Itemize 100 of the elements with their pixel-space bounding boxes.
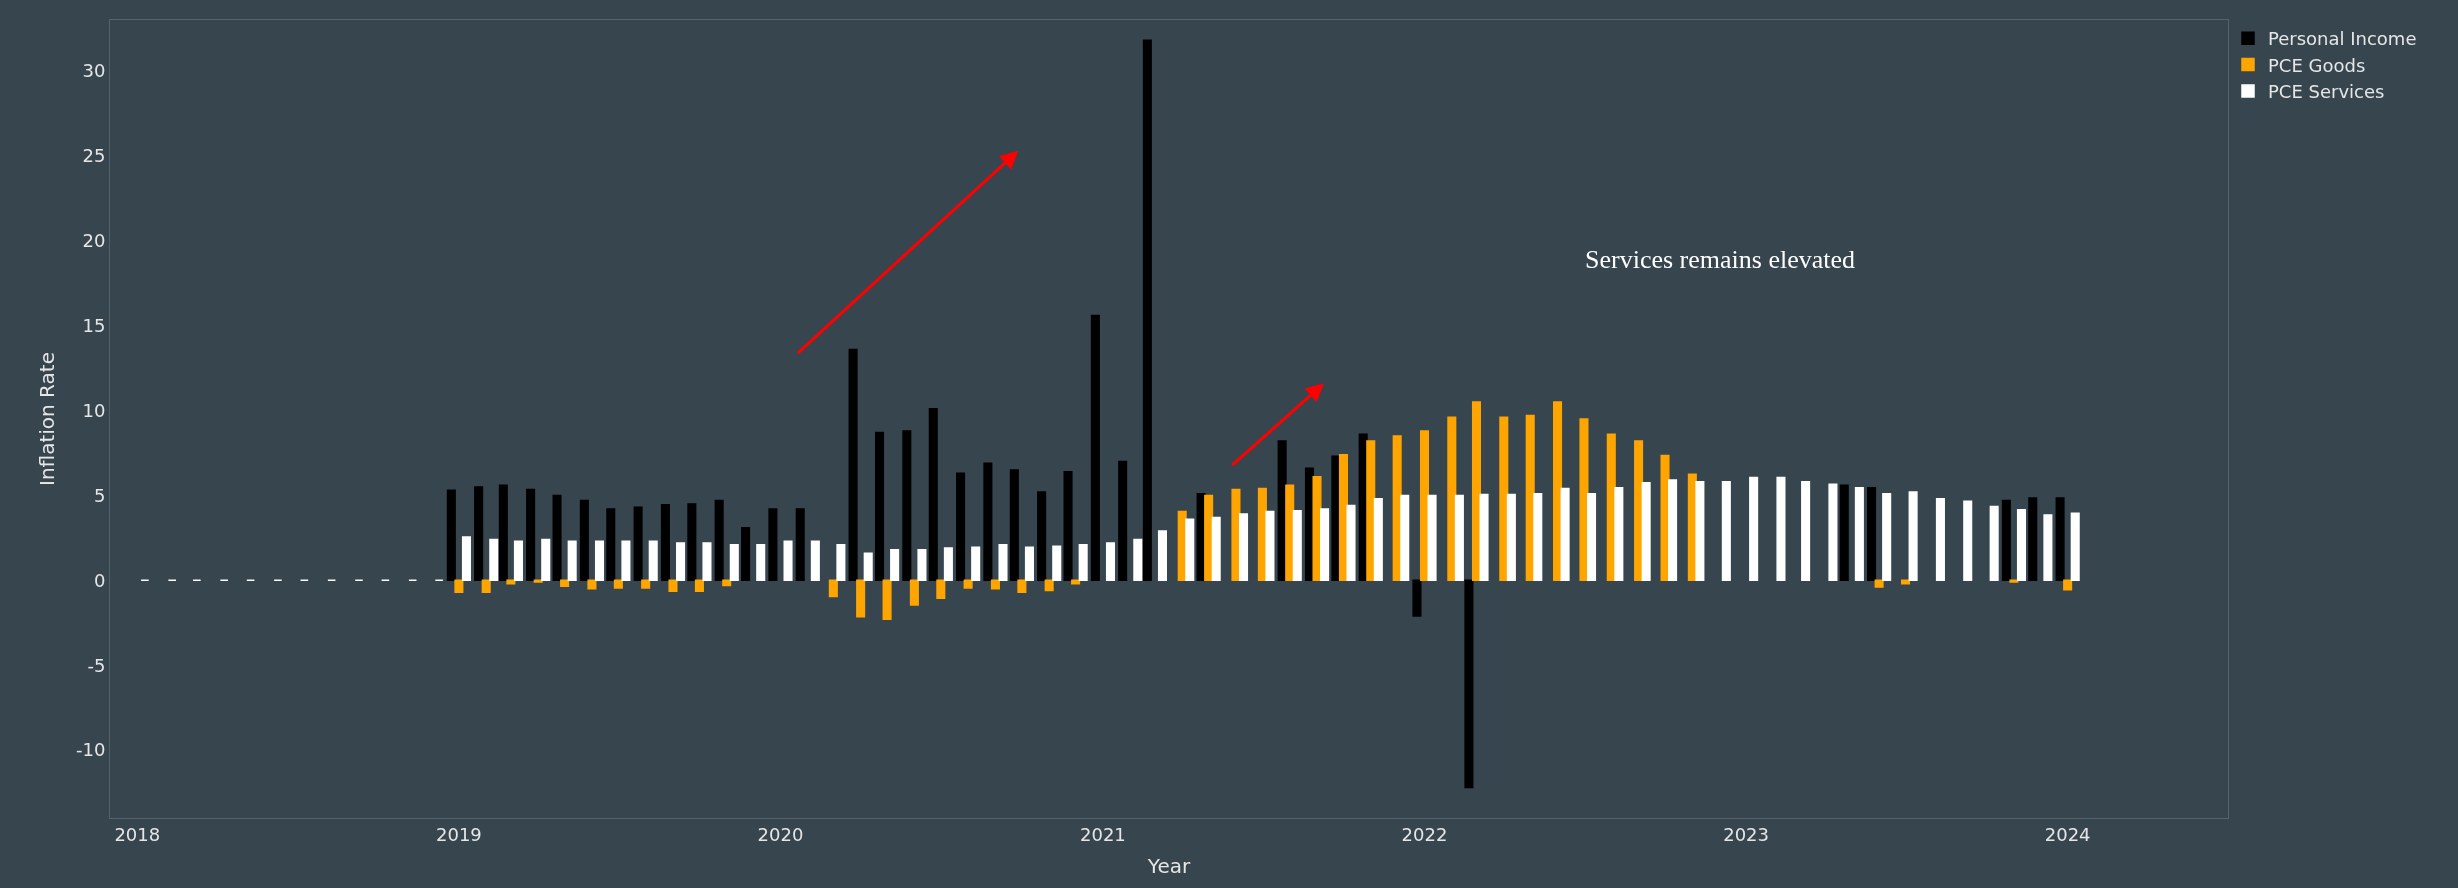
bar [1238,513,1249,582]
bar [714,499,724,582]
bar [1560,487,1570,582]
bar [1854,487,1864,582]
bar [1721,481,1731,582]
bar [963,579,973,589]
bar [1231,488,1241,582]
bar [1157,530,1167,582]
bar [990,579,1000,590]
bar [1024,546,1034,582]
bar [668,579,678,593]
bar [560,579,570,587]
bar [1587,492,1597,582]
bar [1935,498,1945,582]
bar [1614,487,1624,582]
bar [1867,487,1877,582]
bar [579,499,589,582]
x-tick-label: 2023 [1723,823,1769,845]
bar [1641,481,1651,582]
bar [606,508,616,582]
bar [741,526,751,582]
x-tick-label: 2019 [435,823,482,845]
bar [513,540,523,582]
bar [729,543,739,582]
bar [917,548,927,582]
bar [621,540,631,582]
bar [1660,454,1670,582]
bar [641,579,651,589]
bar [1634,440,1644,582]
bar [454,579,464,593]
bar [874,431,885,582]
bar [1839,484,1849,582]
bar [567,540,577,582]
bar [1695,481,1705,582]
bar [587,579,597,590]
bar [998,543,1008,582]
bar [856,579,866,618]
bar [936,579,946,599]
annotation: Services remains elevated [1585,245,1855,274]
bar [481,579,491,593]
bar [687,503,697,582]
bar [971,546,981,582]
bar [2055,497,2065,582]
bar [943,547,953,582]
bar [1312,475,1322,582]
y-axis-title: Inflation Rate [35,352,60,486]
bar [1427,494,1437,582]
bar [2043,514,2053,582]
bar [1366,440,1376,582]
bar [1447,416,1457,582]
bar [1579,418,1589,582]
bar [1373,498,1383,582]
bar [526,488,536,582]
bar [1009,469,1019,582]
bar [1400,494,1410,582]
x-tick-label: 2022 [1401,823,1448,845]
bar [1017,579,1027,593]
bar [1044,579,1054,592]
bar [1828,483,1838,582]
bar [928,408,938,582]
y-tick-label: 15 [82,314,106,336]
bar [474,486,484,582]
bar [836,543,846,582]
bar [890,548,900,582]
bar [1553,401,1563,582]
bar [660,503,670,582]
y-tick-label: -5 [87,654,106,676]
bar [541,538,551,582]
legend-label: PCE Services [2268,81,2385,103]
y-tick-label: 10 [82,399,106,421]
bar [810,540,820,582]
bar [694,579,704,593]
bar [1142,39,1152,582]
bar [594,540,605,582]
y-tick-label: -10 [75,739,106,761]
x-tick-label: 2024 [2044,823,2091,845]
bar [1118,460,1128,582]
x-tick-label: 2021 [1080,823,1126,845]
bar [902,430,912,582]
bar [1749,476,1759,582]
bar [1454,494,1464,582]
bar [2016,509,2027,582]
bar [1506,493,1516,582]
bar [1776,476,1786,582]
bar [1963,500,1973,582]
bar [1471,401,1482,582]
bar [863,552,873,582]
bar [1265,510,1275,582]
legend-label: Personal Income [2268,28,2417,50]
x-tick-label: 2020 [757,823,804,845]
bar [1063,470,1073,582]
bar [702,542,712,582]
bar [1285,484,1295,582]
bar [1052,545,1062,582]
bar [633,506,643,582]
y-tick-label: 25 [82,145,106,167]
bar [1412,579,1422,617]
y-tick-label: 30 [82,60,106,82]
bar [1499,416,1509,582]
bar [1037,491,1047,582]
